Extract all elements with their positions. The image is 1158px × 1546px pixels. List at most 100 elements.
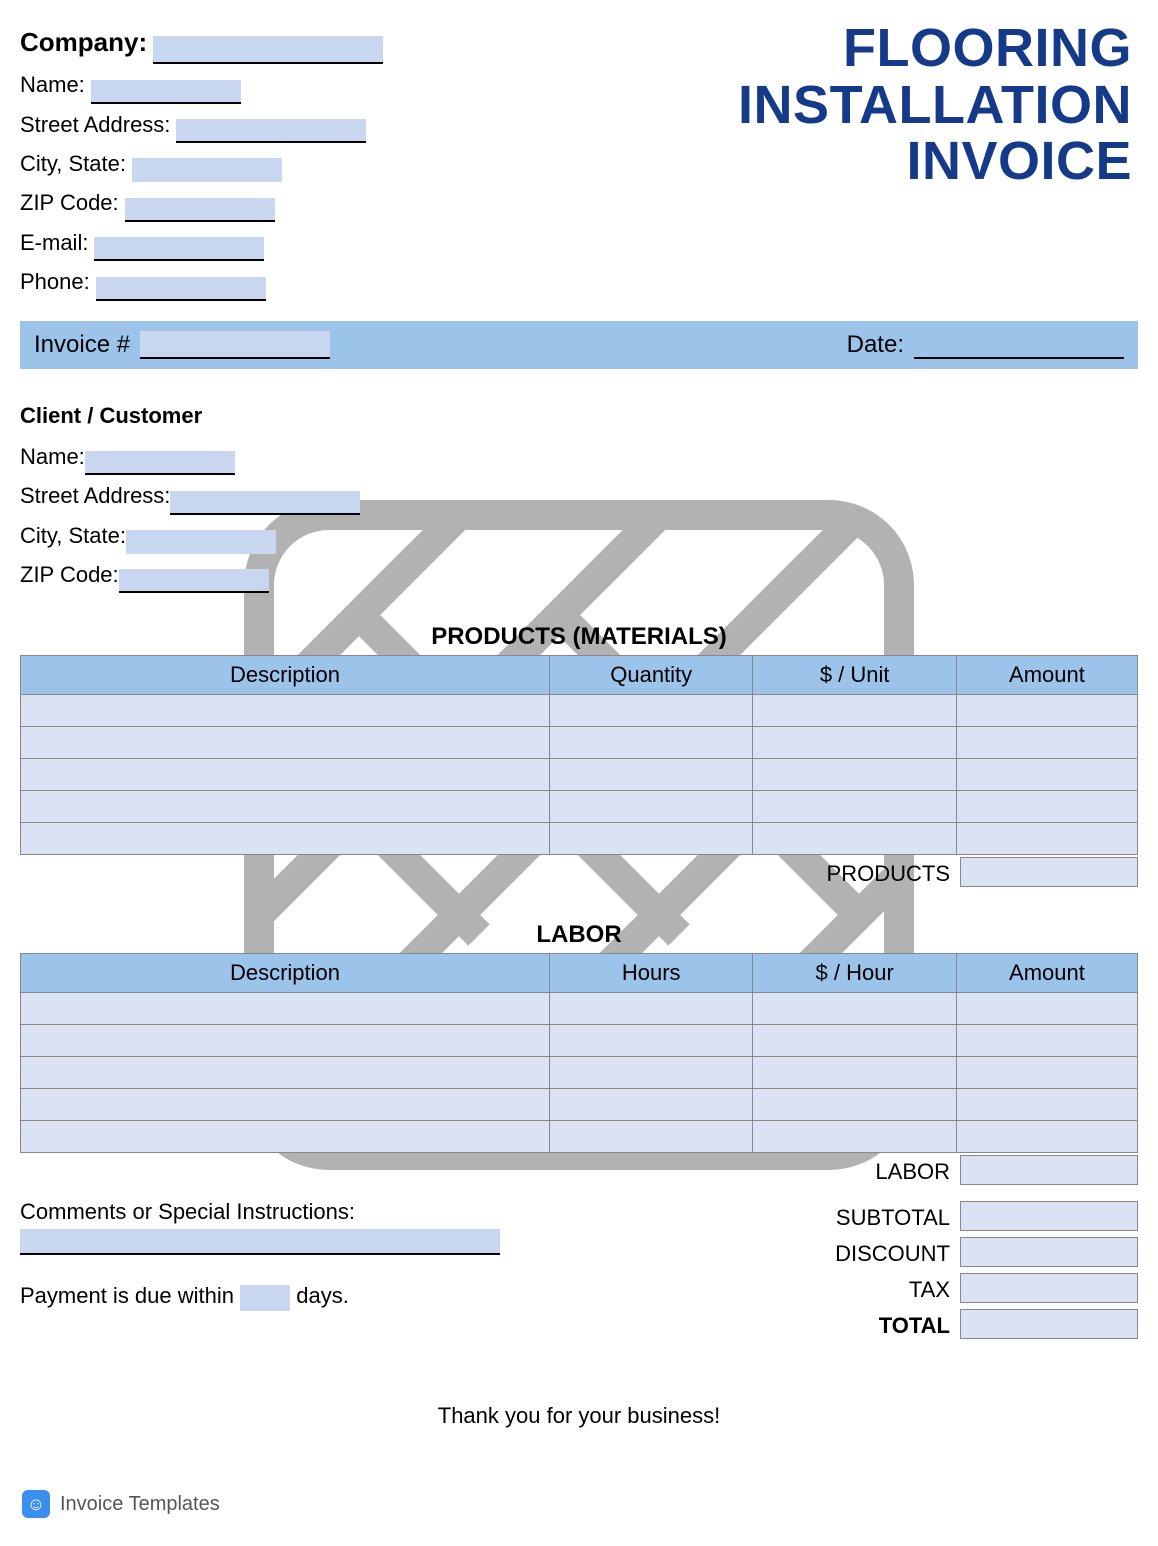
- labor-cell[interactable]: [957, 1025, 1137, 1056]
- client-zip-input[interactable]: [119, 569, 269, 593]
- client-street-input[interactable]: [170, 491, 360, 515]
- products-row: [21, 727, 1138, 759]
- client-street-label: Street Address:: [20, 477, 170, 514]
- labor-cell[interactable]: [753, 1057, 955, 1088]
- payment-days-input[interactable]: [240, 1285, 290, 1311]
- footer-brand: ☺ Invoice Templates: [22, 1490, 220, 1518]
- company-email-label: E-mail:: [20, 224, 88, 261]
- labor-subtotal-input[interactable]: [960, 1155, 1138, 1185]
- company-city-input[interactable]: [132, 158, 282, 182]
- labor-cell[interactable]: [957, 1057, 1137, 1088]
- labor-col-hours: Hours: [549, 954, 752, 993]
- products-cell[interactable]: [957, 759, 1137, 790]
- labor-row: [21, 1025, 1138, 1057]
- labor-row: [21, 1121, 1138, 1153]
- labor-cell[interactable]: [550, 993, 752, 1024]
- total-value-tax[interactable]: [960, 1273, 1138, 1303]
- company-phone-input[interactable]: [96, 277, 266, 301]
- products-table: Description Quantity $ / Unit Amount: [20, 655, 1138, 855]
- labor-cell[interactable]: [550, 1089, 752, 1120]
- invoice-date-input[interactable]: [914, 331, 1124, 359]
- payment-suffix: days.: [296, 1283, 349, 1308]
- products-row: [21, 759, 1138, 791]
- client-zip-label: ZIP Code:: [20, 556, 119, 593]
- labor-cell[interactable]: [957, 1089, 1137, 1120]
- products-cell[interactable]: [753, 791, 955, 822]
- title-line-1: FLOORING: [738, 20, 1132, 77]
- labor-row: [21, 1089, 1138, 1121]
- labor-row: [21, 1057, 1138, 1089]
- products-cell[interactable]: [550, 759, 752, 790]
- products-cell[interactable]: [957, 791, 1137, 822]
- products-cell[interactable]: [550, 695, 752, 726]
- products-col-description: Description: [21, 656, 550, 695]
- products-cell[interactable]: [21, 759, 549, 790]
- products-subtotal-input[interactable]: [960, 857, 1138, 887]
- brand-badge-icon: ☺: [22, 1490, 50, 1518]
- products-cell[interactable]: [21, 823, 549, 854]
- products-cell[interactable]: [957, 695, 1137, 726]
- company-block: Company: Name: Street Address: City, Sta…: [20, 20, 383, 303]
- labor-title: LABOR: [20, 921, 1138, 949]
- company-zip-input[interactable]: [125, 198, 275, 222]
- total-value-total[interactable]: [960, 1309, 1138, 1339]
- labor-cell[interactable]: [21, 1121, 549, 1152]
- products-cell[interactable]: [753, 823, 955, 854]
- products-cell[interactable]: [550, 791, 752, 822]
- total-value-discount[interactable]: [960, 1237, 1138, 1267]
- labor-cell[interactable]: [550, 1025, 752, 1056]
- products-cell[interactable]: [550, 823, 752, 854]
- client-heading: Client / Customer: [20, 397, 1138, 434]
- labor-cell[interactable]: [550, 1121, 752, 1152]
- products-cell[interactable]: [21, 727, 549, 758]
- products-cell[interactable]: [957, 823, 1137, 854]
- labor-cell[interactable]: [21, 1025, 549, 1056]
- products-subtotal-label: PRODUCTS: [782, 857, 960, 891]
- labor-subtotal-label: LABOR: [782, 1155, 960, 1189]
- payment-terms: Payment is due within days.: [20, 1283, 500, 1310]
- company-street-label: Street Address:: [20, 106, 170, 143]
- company-street-input[interactable]: [176, 119, 366, 143]
- comments-label: Comments or Special Instructions:: [20, 1199, 500, 1225]
- title-line-2: INSTALLATION: [738, 77, 1132, 134]
- products-cell[interactable]: [21, 695, 549, 726]
- labor-cell[interactable]: [753, 993, 955, 1024]
- products-cell[interactable]: [753, 695, 955, 726]
- company-input[interactable]: [153, 36, 383, 64]
- totals-block: SUBTOTALDISCOUNTTAXTOTAL: [782, 1199, 1138, 1343]
- company-name-label: Name:: [20, 66, 85, 103]
- products-col-amount: Amount: [956, 656, 1137, 695]
- client-city-input[interactable]: [126, 530, 276, 554]
- products-cell[interactable]: [550, 727, 752, 758]
- labor-cell[interactable]: [957, 993, 1137, 1024]
- products-cell[interactable]: [753, 759, 955, 790]
- products-row: [21, 823, 1138, 855]
- total-label-subtotal: SUBTOTAL: [782, 1201, 960, 1235]
- client-name-input[interactable]: [85, 451, 235, 475]
- client-name-label: Name:: [20, 438, 85, 475]
- total-label-discount: DISCOUNT: [782, 1237, 960, 1271]
- labor-cell[interactable]: [753, 1025, 955, 1056]
- company-name-input[interactable]: [91, 80, 241, 104]
- labor-cell[interactable]: [21, 1057, 549, 1088]
- comments-input[interactable]: [20, 1229, 500, 1255]
- labor-cell[interactable]: [753, 1089, 955, 1120]
- invoice-bar: Invoice # Date:: [20, 321, 1138, 369]
- company-email-input[interactable]: [94, 237, 264, 261]
- comments-block: Comments or Special Instructions:: [20, 1199, 500, 1255]
- labor-cell[interactable]: [957, 1121, 1137, 1152]
- products-cell[interactable]: [957, 727, 1137, 758]
- labor-cell[interactable]: [21, 993, 549, 1024]
- products-cell[interactable]: [753, 727, 955, 758]
- products-cell[interactable]: [21, 791, 549, 822]
- total-value-subtotal[interactable]: [960, 1201, 1138, 1231]
- labor-cell[interactable]: [21, 1089, 549, 1120]
- company-city-label: City, State:: [20, 145, 126, 182]
- products-col-quantity: Quantity: [549, 656, 752, 695]
- labor-cell[interactable]: [753, 1121, 955, 1152]
- client-city-label: City, State:: [20, 517, 126, 554]
- invoice-number-input[interactable]: [140, 331, 330, 359]
- labor-cell[interactable]: [550, 1057, 752, 1088]
- products-row: [21, 695, 1138, 727]
- client-block: Client / Customer Name: Street Address: …: [20, 397, 1138, 594]
